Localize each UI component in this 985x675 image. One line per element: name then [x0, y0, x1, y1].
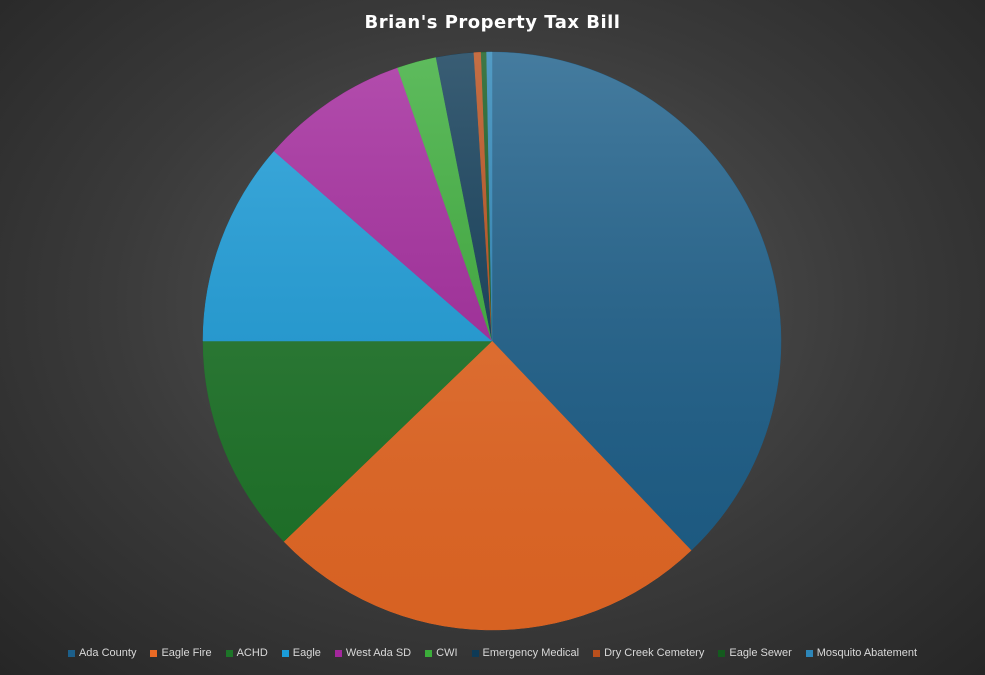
legend-swatch: [593, 649, 601, 657]
chart-title: Brian's Property Tax Bill: [364, 12, 621, 33]
legend-item: Eagle Fire: [150, 647, 212, 659]
legend-swatch: [67, 649, 75, 657]
legend-label: West Ada SD: [345, 647, 412, 659]
legend-item: Eagle: [281, 647, 321, 659]
legend-item: West Ada SD: [334, 647, 412, 659]
legend-swatch: [334, 649, 342, 657]
legend-item: CWI: [425, 647, 458, 659]
legend-label: Eagle: [292, 647, 321, 659]
legend-label: Dry Creek Cemetery: [604, 647, 705, 659]
legend-swatch: [471, 649, 479, 657]
legend-swatch: [718, 649, 726, 657]
legend-label: ACHD: [236, 647, 268, 659]
chart: [202, 51, 782, 631]
legend-swatch: [425, 649, 433, 657]
legend: Ada County Eagle Fire ACHD Eagle West Ada SD…: [0, 647, 985, 659]
legend-swatch: [281, 649, 289, 657]
legend-label: Eagle Fire: [161, 647, 212, 659]
legend-label: CWI: [436, 647, 458, 659]
legend-label: Ada County: [78, 647, 137, 659]
legend-item: Eagle Sewer: [718, 647, 792, 659]
legend-swatch: [805, 649, 813, 657]
legend-swatch: [150, 649, 158, 657]
legend-item: Dry Creek Cemetery: [593, 647, 704, 659]
legend-item: Ada County: [67, 647, 137, 659]
legend-item: Emergency Medical: [471, 647, 580, 659]
legend-label: Emergency Medical: [482, 647, 580, 659]
legend-swatch: [225, 649, 233, 657]
legend-label: Eagle Sewer: [729, 647, 792, 659]
legend-item: ACHD: [225, 647, 268, 659]
legend-item: Mosquito Abatement: [805, 647, 918, 659]
legend-label: Mosquito Abatement: [816, 647, 918, 659]
